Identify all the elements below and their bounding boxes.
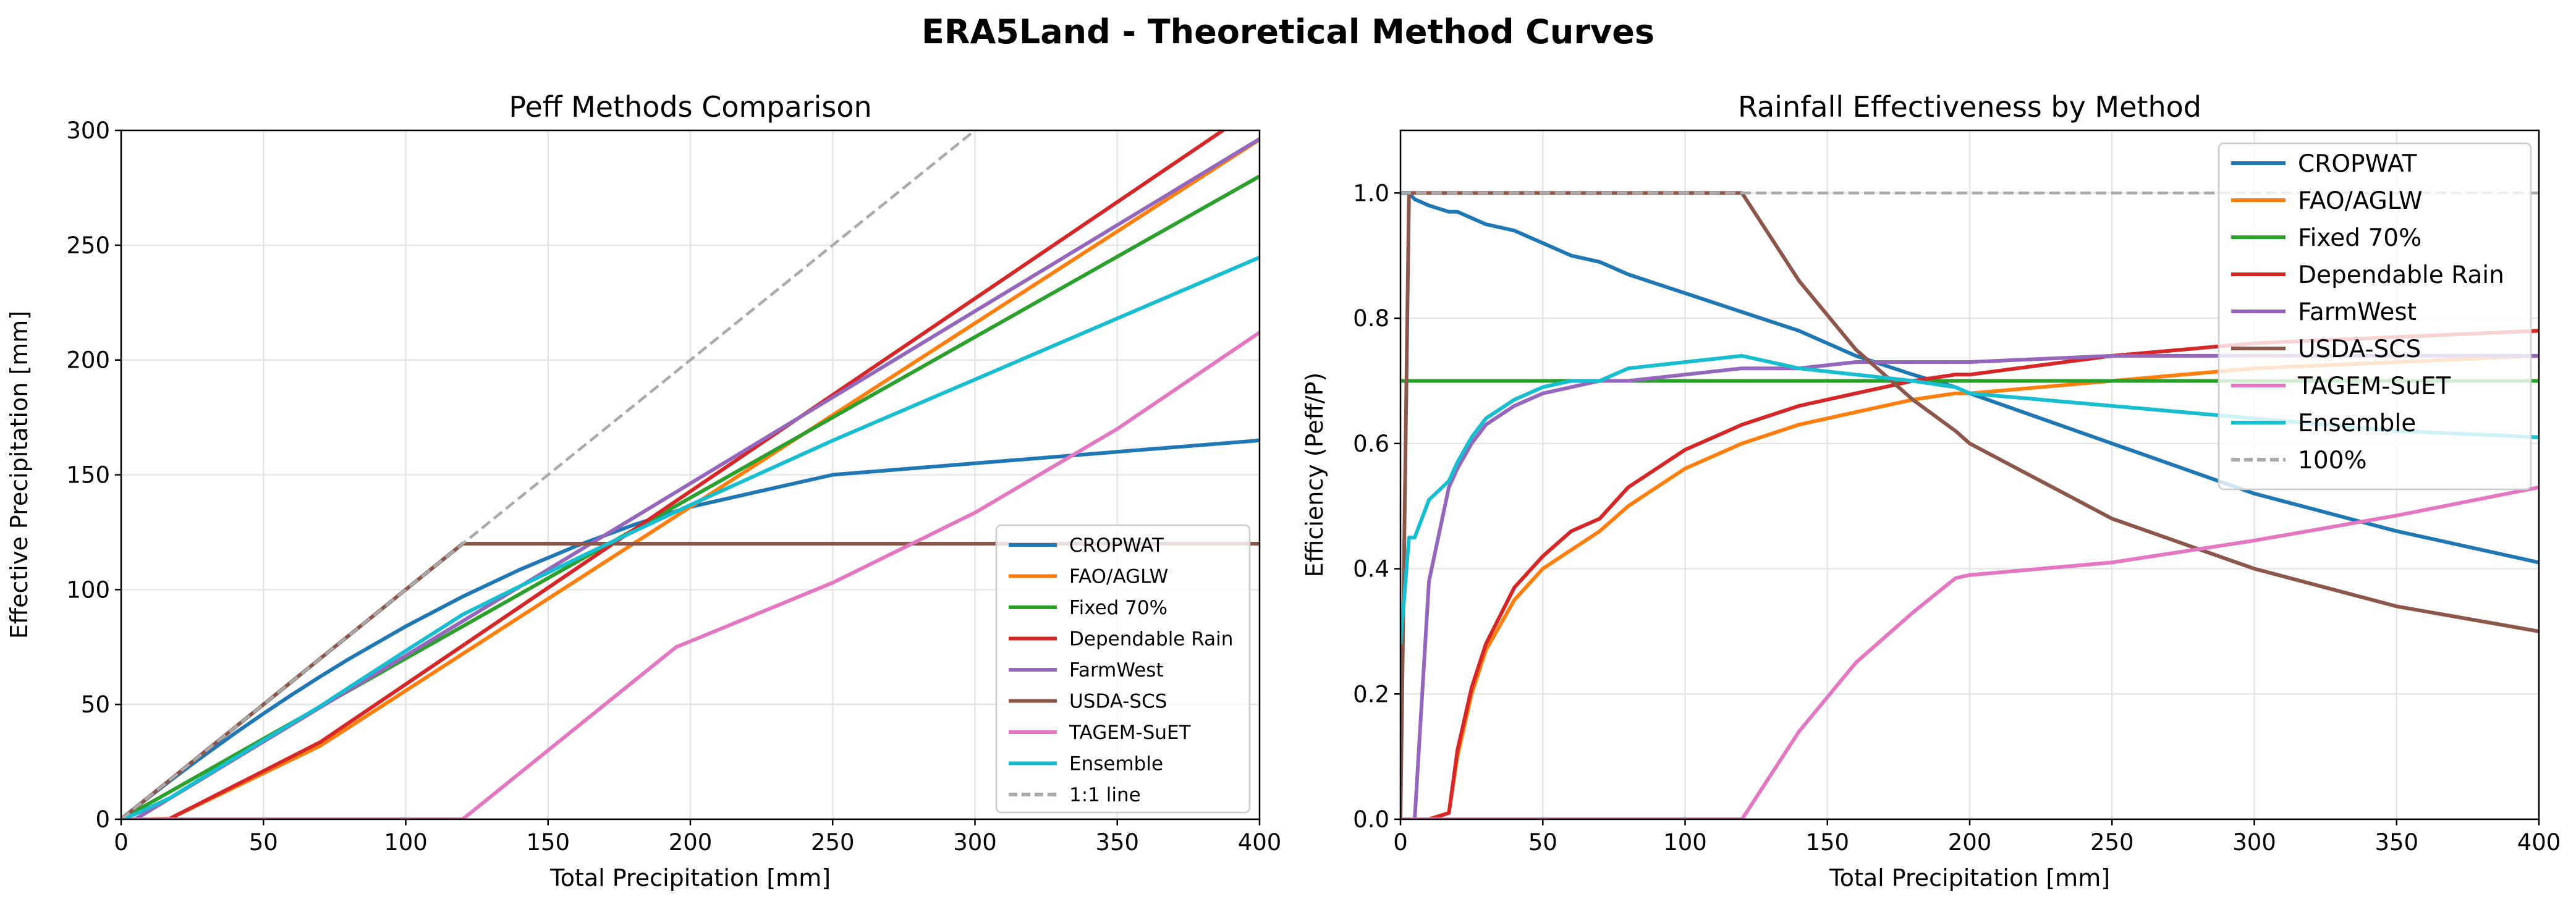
y-tick-label: 250 bbox=[66, 232, 110, 259]
y-tick-label: 100 bbox=[66, 576, 110, 603]
axes-frame bbox=[120, 129, 1261, 820]
legend-label-ensemble: Ensemble bbox=[1069, 753, 1163, 775]
y-tick-label: 0.6 bbox=[1353, 431, 1389, 457]
x-tick-label: 350 bbox=[2375, 829, 2418, 856]
series-line-usda-scs bbox=[1400, 191, 2539, 819]
legend-label-tagem-suet: TAGEM-SuET bbox=[2297, 373, 2451, 400]
y-axis-label: Efficiency (Peff/P) bbox=[1301, 373, 1328, 578]
chart-title: Peff Methods Comparison bbox=[509, 90, 871, 124]
y-tick-label: 50 bbox=[81, 691, 110, 718]
legend-label-dependable-rain: Dependable Rain bbox=[1069, 628, 1233, 651]
plot-area bbox=[121, 130, 1260, 819]
y-tick-label: 300 bbox=[66, 117, 110, 144]
x-tick-label: 200 bbox=[669, 829, 713, 856]
legend-box bbox=[995, 524, 1251, 814]
x-tick-label: 0 bbox=[114, 829, 129, 856]
x-tick-label: 400 bbox=[2517, 829, 2561, 856]
legend-label-fao-aglw: FAO/AGLW bbox=[1069, 566, 1168, 588]
legend-label-ensemble: Ensemble bbox=[2298, 410, 2416, 437]
x-tick-label: 150 bbox=[1805, 829, 1849, 856]
series-line-ensemble bbox=[121, 255, 1260, 819]
x-tick-label: 50 bbox=[1528, 829, 1557, 856]
axes-frame bbox=[1399, 129, 2540, 820]
y-axis-label: Effective Precipitation [mm] bbox=[6, 311, 33, 639]
x-tick-label: 250 bbox=[811, 829, 855, 856]
legend-label-fixed-70: Fixed 70% bbox=[1069, 597, 1167, 619]
legend-label-cropwat: CROPWAT bbox=[1069, 534, 1164, 557]
series-line-ensemble bbox=[1400, 353, 2539, 644]
legend-label-100: 100% bbox=[2298, 447, 2367, 474]
x-tick-label: 400 bbox=[1238, 829, 1282, 856]
x-tick-label: 300 bbox=[2232, 829, 2276, 856]
x-axis-label: Total Precipitation [mm] bbox=[1829, 864, 2110, 892]
x-tick-label: 350 bbox=[1095, 829, 1139, 856]
x-tick-label: 250 bbox=[2090, 829, 2134, 856]
series-line-cropwat bbox=[1400, 191, 2539, 565]
legend: CROPWAT FAO/AGLW Fixed 70% Dependable Rain F… bbox=[2218, 142, 2532, 491]
legend-label-dependable-rain: Dependable Rain bbox=[2298, 261, 2504, 289]
legend-label-fao-aglw: FAO/AGLW bbox=[2298, 187, 2423, 215]
y-tick-label: 0 bbox=[95, 806, 110, 833]
series-line-tagem-suet bbox=[121, 331, 1260, 819]
y-tick-label: 1.0 bbox=[1353, 180, 1389, 206]
x-tick-label: 100 bbox=[384, 829, 428, 856]
plot-area bbox=[1400, 191, 2539, 819]
x-axis-label: Total Precipitation [mm] bbox=[549, 864, 831, 892]
x-tick-label: 0 bbox=[1393, 829, 1408, 856]
y-tick-label: 0.2 bbox=[1353, 681, 1389, 707]
series-line-farmwest bbox=[1400, 353, 2539, 819]
legend-label-farmwest: FarmWest bbox=[2298, 298, 2417, 326]
chart-rainfall-effectiveness: 0 50 100 150 200 250 300 350 400 0.0 0.2 0.4 0.6 0.8 1… bbox=[1301, 90, 2561, 892]
x-tick-label: 150 bbox=[526, 829, 570, 856]
chart-peff-comparison: 0 50 100 150 200 250 300 350 400 0 50 100 150 200 250 3… bbox=[6, 90, 1281, 892]
legend-label-cropwat: CROPWAT bbox=[2298, 150, 2417, 178]
y-tick-label: 200 bbox=[66, 347, 110, 374]
y-tick-label: 0.8 bbox=[1353, 305, 1389, 332]
y-tick-label: 0.4 bbox=[1353, 556, 1389, 583]
x-tick-label: 50 bbox=[249, 829, 278, 856]
legend-label-farmwest: FarmWest bbox=[1069, 659, 1164, 681]
y-tick-label: 0.0 bbox=[1353, 806, 1389, 833]
x-tick-label: 200 bbox=[1948, 829, 1992, 856]
x-tick-label: 300 bbox=[953, 829, 997, 856]
legend-label-1-1-line: 1:1 line bbox=[1069, 784, 1141, 806]
series-line-tagem-suet bbox=[1400, 485, 2539, 819]
reference-line bbox=[121, 130, 976, 819]
series-line-dependable-rain bbox=[1400, 329, 2539, 819]
figure-title: ERA5Land - Theoretical Method Curves bbox=[922, 12, 1654, 51]
chart-title: Rainfall Effectiveness by Method bbox=[1738, 90, 2201, 124]
series-line-usda-scs bbox=[121, 542, 1260, 819]
legend-label-usda-scs: USDA-SCS bbox=[1069, 691, 1167, 713]
legend-label-tagem-suet: TAGEM-SuET bbox=[1069, 722, 1192, 744]
legend-label-fixed-70: Fixed 70% bbox=[2298, 224, 2421, 252]
x-tick-label: 100 bbox=[1663, 829, 1707, 856]
legend-label-usda-scs: USDA-SCS bbox=[2298, 335, 2421, 363]
legend: CROPWAT FAO/AGLW Fixed 70% Dependable Rain F… bbox=[995, 524, 1251, 814]
y-tick-label: 150 bbox=[66, 462, 110, 489]
legend-box bbox=[2218, 142, 2532, 491]
